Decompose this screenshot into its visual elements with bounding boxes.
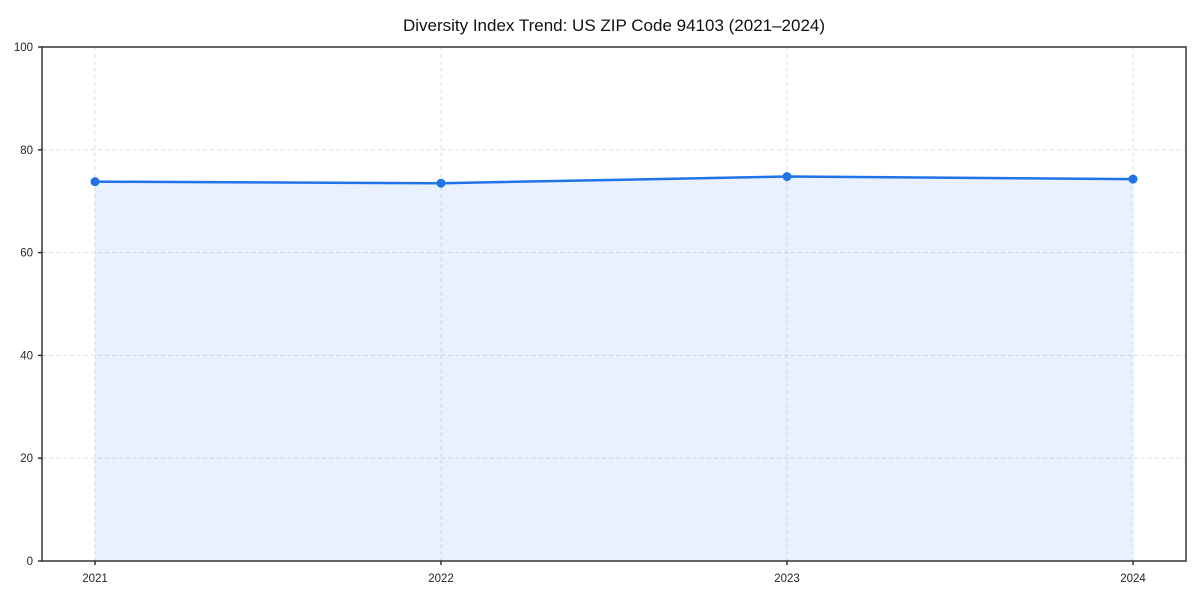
y-axis-tick-label: 60 xyxy=(20,248,33,260)
grid-layer xyxy=(42,46,1186,562)
x-axis-tick-label: 2023 xyxy=(774,573,800,585)
line-layer xyxy=(90,172,1138,188)
data-point-marker-2023 xyxy=(782,172,792,182)
y-axis-tick-label: 20 xyxy=(20,453,33,465)
x-axis-tick-label: 2024 xyxy=(1120,573,1146,585)
area-layer xyxy=(95,176,1133,561)
data-point-marker-2021 xyxy=(90,177,100,187)
y-axis-tick-label: 80 xyxy=(20,145,33,157)
plot-border xyxy=(41,46,1187,562)
y-axis-tick-label: 100 xyxy=(14,42,33,54)
data-point-marker-2024 xyxy=(1128,174,1138,184)
chart-title: Diversity Index Trend: US ZIP Code 94103… xyxy=(403,16,825,35)
y-axis-tick-label: 40 xyxy=(20,350,33,362)
axis-layer: 0 20 40 60 80 100 2021 2022 2023 2024 xyxy=(14,42,1187,585)
data-point-marker-2022 xyxy=(436,178,446,188)
x-axis-tick-label: 2022 xyxy=(428,573,454,585)
area-fill xyxy=(95,176,1133,561)
x-axis-tick-label: 2021 xyxy=(82,573,108,585)
y-axis-tick-label: 0 xyxy=(27,556,33,568)
trend-line xyxy=(93,175,1135,185)
